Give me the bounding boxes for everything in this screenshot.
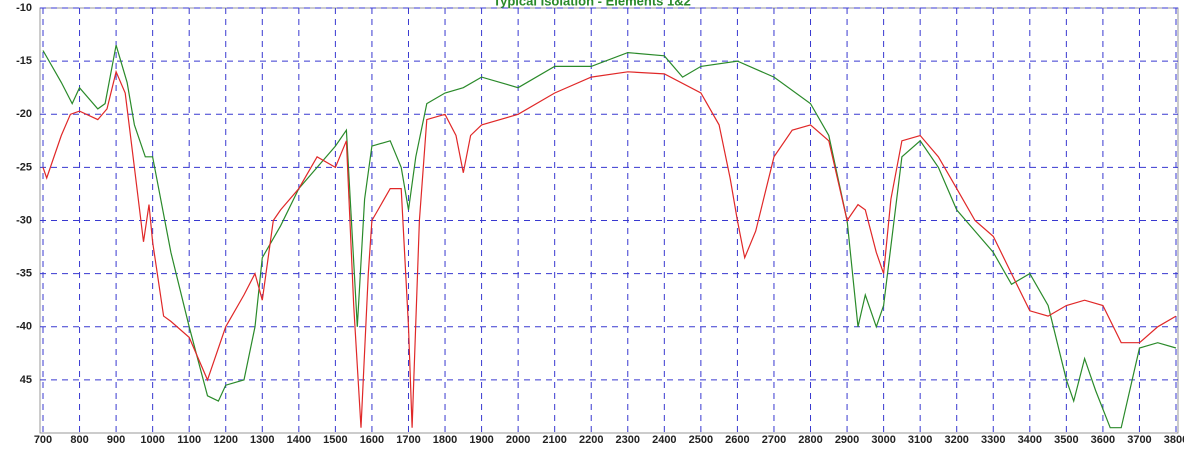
y-tick-label: -30 (16, 214, 32, 226)
x-tick-label: 2000 (506, 434, 530, 446)
x-tick-label: 3700 (1127, 434, 1151, 446)
x-tick-label: 700 (34, 434, 52, 446)
x-tick-label: 3500 (1054, 434, 1078, 446)
x-tick-label: 1200 (213, 434, 237, 446)
x-tick-label: 3100 (908, 434, 932, 446)
series-line (42, 69, 1177, 428)
x-tick-label: 1800 (433, 434, 457, 446)
x-tick-label: 1300 (250, 434, 274, 446)
x-tick-label: 2300 (616, 434, 640, 446)
y-tick-label: -25 (16, 161, 32, 173)
x-tick-label: 2800 (798, 434, 822, 446)
x-tick-label: 2900 (835, 434, 859, 446)
y-tick-label: -35 (16, 268, 32, 280)
x-tick-label: 3400 (1018, 434, 1042, 446)
x-tick-label: 3000 (871, 434, 895, 446)
y-tick-label: -40 (16, 321, 32, 333)
x-tick-label: 3600 (1091, 434, 1115, 446)
x-tick-label: 1000 (140, 434, 164, 446)
x-tick-label: 900 (107, 434, 125, 446)
y-tick-label: -10 (16, 2, 32, 14)
chart-title: Typical Isolation - Elements 1&2 (493, 0, 691, 8)
x-tick-label: 2700 (762, 434, 786, 446)
x-tick-label: 1500 (323, 434, 347, 446)
x-tick-label: 1400 (287, 434, 311, 446)
series-line (42, 45, 1177, 429)
x-tick-label: 2600 (725, 434, 749, 446)
x-tick-label: 1900 (469, 434, 493, 446)
x-tick-label: 2200 (579, 434, 603, 446)
y-tick-label: -15 (16, 55, 32, 67)
x-tick-label: 2100 (542, 434, 566, 446)
y-tick-label: 45 (20, 374, 32, 386)
x-tick-label: 800 (70, 434, 88, 446)
x-tick-label: 3800 (1164, 434, 1184, 446)
x-tick-label: 3300 (981, 434, 1005, 446)
x-tick-label: 1600 (360, 434, 384, 446)
x-tick-label: 1100 (177, 434, 201, 446)
x-tick-label: 1700 (396, 434, 420, 446)
x-tick-label: 2400 (652, 434, 676, 446)
x-tick-label: 2500 (689, 434, 713, 446)
x-tick-label: 3200 (944, 434, 968, 446)
y-tick-label: -20 (16, 108, 32, 120)
